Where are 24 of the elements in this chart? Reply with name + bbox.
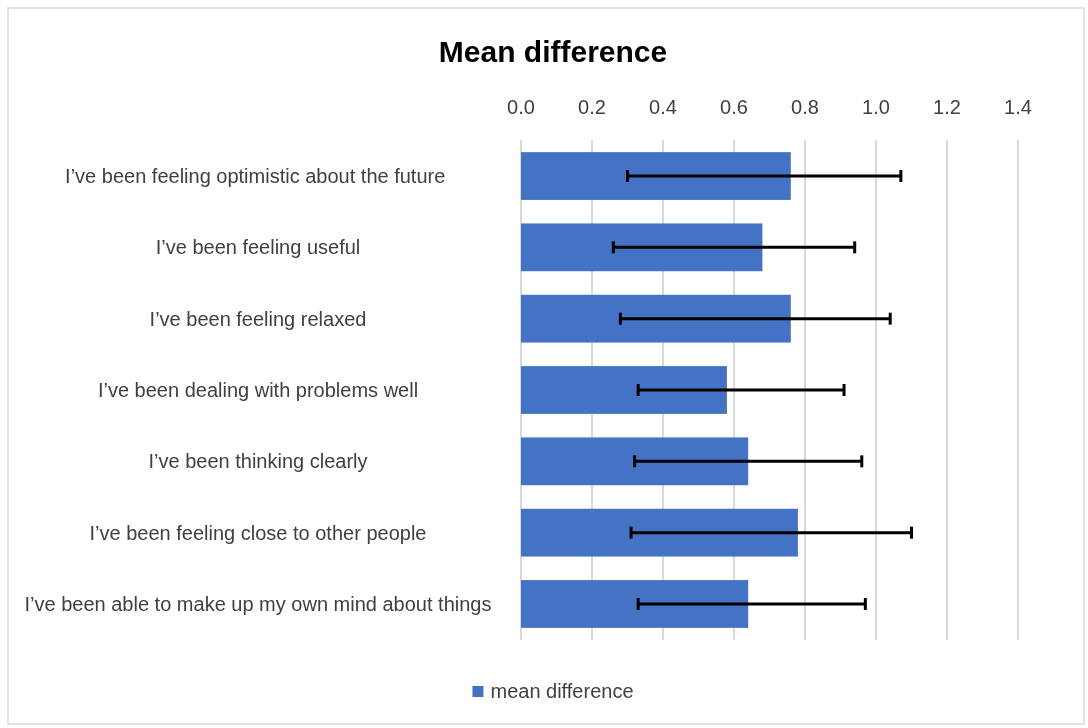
bar [521,366,727,414]
bar [521,223,763,272]
x-tick-label: 0.4 [649,96,677,118]
y-tick-label: I’ve been able to make up my own mind about things [24,592,492,615]
chart-title: Mean difference [438,35,668,68]
bar [521,294,791,343]
x-tick-label: 0.0 [507,96,535,118]
y-tick-label: I’ve been feeling optimistic about the future [65,165,451,188]
x-tick-label: 0.2 [578,96,606,118]
bar [521,152,791,200]
bar [521,437,749,486]
x-tick-label: 1.4 [1004,96,1032,118]
y-tick-label: I’ve been feeling useful [155,236,361,259]
x-tick-label: 1.0 [862,96,890,118]
x-tick-label: 0.6 [720,96,748,118]
legend-label: mean difference [490,680,634,702]
x-tick-label: 0.8 [791,96,819,118]
y-tick-label: I’ve been dealing with problems well [97,379,419,401]
x-tick-label: 1.2 [933,96,961,118]
bar [521,580,749,628]
bar [521,508,798,557]
y-tick-label: I’ve been feeling close to other people [89,521,427,544]
y-tick-label: I’ve been thinking clearly [148,450,368,473]
y-tick-label: I’ve been feeling relaxed [149,307,367,330]
